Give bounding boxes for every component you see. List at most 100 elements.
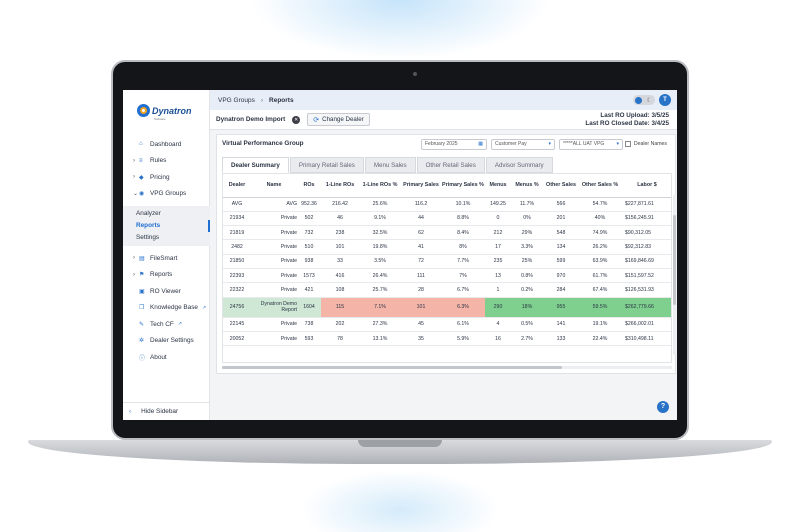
breadcrumb-vpg-groups[interactable]: VPG Groups bbox=[218, 96, 255, 104]
column-header[interactable]: Primary Sales % bbox=[441, 174, 485, 198]
sidebar-item-ro-viewer[interactable]: ▣ RO Viewer bbox=[123, 283, 210, 300]
table-cell: 0 bbox=[485, 211, 511, 227]
table-cell: 6.7% bbox=[441, 282, 485, 298]
sidebar-item-rules[interactable]: › ≡ Rules bbox=[123, 153, 210, 170]
table-row[interactable]: 21819 Private 732 238 32.5% 62 8.4% 212 29% 548 74… bbox=[223, 225, 671, 241]
upload-info: Last RO Upload: 3/5/25 Last RO Closed Da… bbox=[585, 112, 669, 128]
column-header[interactable]: 1-Line ROs bbox=[321, 174, 359, 198]
sidebar-item-label: FileSmart bbox=[150, 254, 178, 262]
close-icon[interactable]: ✕ bbox=[292, 115, 301, 124]
tab-advisor-summary[interactable]: Advisor Summary bbox=[485, 157, 553, 173]
table-cell: 10.1% bbox=[441, 197, 485, 212]
sidebar-item-label: Knowledge Base bbox=[150, 304, 198, 312]
sidebar-item-label: Rules bbox=[150, 157, 167, 165]
sidebar-item-reports-active[interactable]: Reports bbox=[123, 220, 210, 232]
vpg-value: *****ALL UAT VPG bbox=[563, 141, 605, 147]
sidebar-item-pricing[interactable]: › ◆ Pricing bbox=[123, 169, 210, 186]
hide-sidebar-button[interactable]: ‹ Hide Sidebar bbox=[123, 402, 210, 420]
table-cell: 16 bbox=[485, 331, 511, 347]
column-header[interactable]: Other Sales % bbox=[579, 174, 621, 198]
table-row[interactable]: 24756 Dynatron Demo Report 1604 115 7.1% 101 6… bbox=[223, 297, 671, 318]
table-cell: 46 bbox=[321, 211, 359, 227]
table-cell: 566 bbox=[543, 197, 579, 212]
table-cell: 13.1% bbox=[359, 331, 401, 347]
sidebar-item-about[interactable]: ⓘ About bbox=[123, 349, 210, 366]
table-cell: $92,312.83 bbox=[621, 239, 671, 255]
column-header[interactable]: Labor $ bbox=[621, 174, 671, 198]
change-dealer-button[interactable]: ⟳ Change Dealer bbox=[307, 113, 370, 126]
table-cell: $227,871.61 bbox=[621, 197, 671, 212]
table-row[interactable]: 20052 Private 593 78 13.1% 35 5.9% 16 2.7% 133 22.… bbox=[223, 331, 671, 347]
table-row[interactable]: 22393 Private 1573 416 26.4% 111 7% 13 0.8% 970 61… bbox=[223, 268, 671, 284]
table-cell: 0.8% bbox=[511, 268, 543, 284]
scroll-thumb[interactable] bbox=[673, 215, 676, 305]
home-icon: ⌂ bbox=[139, 141, 143, 148]
table-row[interactable]: 22145 Private 738 202 27.3% 45 6.1% 4 0.5% 141 19.… bbox=[223, 317, 671, 332]
table-row[interactable]: 22322 Private 421 108 25.7% 28 6.7% 1 0.2% 284 67.… bbox=[223, 282, 671, 298]
table-cell: 21850 bbox=[223, 254, 251, 269]
table-cell: Private bbox=[251, 225, 297, 241]
report-tabs: Dealer Summary Primary Retail Sales Menu… bbox=[222, 157, 554, 173]
table-cell: 54.7% bbox=[579, 197, 621, 212]
table-row[interactable]: 2482 Private 510 101 19.8% 41 8% 17 3.3% 134 26.2%… bbox=[223, 239, 671, 255]
table-cell: $90,312.05 bbox=[621, 225, 671, 241]
column-header[interactable]: Primary Sales bbox=[401, 174, 441, 198]
vpg-select[interactable]: *****ALL UAT VPG ▾ bbox=[559, 139, 623, 150]
dealer-names-label: Dealer Names bbox=[633, 141, 667, 147]
sidebar-item-analyzer[interactable]: Analyzer bbox=[136, 210, 161, 217]
table-cell: 18% bbox=[511, 297, 543, 318]
table-cell: 33 bbox=[321, 254, 359, 269]
table-cell: 955 bbox=[543, 297, 579, 318]
table-cell: Private bbox=[251, 317, 297, 332]
moon-icon: ☾ bbox=[646, 97, 652, 104]
info-icon: ⓘ bbox=[139, 355, 146, 362]
table-cell: 19.1% bbox=[579, 317, 621, 332]
dealer-names-checkbox[interactable]: Dealer Names bbox=[624, 141, 667, 147]
column-header[interactable]: Menus bbox=[485, 174, 511, 198]
sidebar-item-tech-cf[interactable]: ✎ Tech CF ↗ bbox=[123, 316, 210, 333]
table-row[interactable]: 21934 Private 502 46 9.1% 44 8.8% 0 0% 201 40% $156… bbox=[223, 211, 671, 227]
table-cell: $266,002.01 bbox=[621, 317, 671, 332]
book-icon: ❐ bbox=[139, 305, 145, 312]
month-filter[interactable]: February 2025 ▦ bbox=[421, 139, 487, 150]
calendar-icon: ▦ bbox=[478, 141, 483, 147]
pay-type-select[interactable]: Customer Pay ▾ bbox=[491, 139, 555, 150]
sidebar-item-vpg-groups[interactable]: ⌄ ◉ VPG Groups bbox=[123, 186, 210, 203]
table-row[interactable]: 21850 Private 938 33 3.5% 72 7.7% 235 25% 599 63.9… bbox=[223, 254, 671, 269]
sidebar-item-filesmart[interactable]: › ▤ FileSmart bbox=[123, 250, 210, 267]
table-cell: 26.2% bbox=[579, 239, 621, 255]
viewer-icon: ▣ bbox=[139, 288, 145, 295]
tab-menu-sales[interactable]: Menu Sales bbox=[364, 157, 416, 173]
scroll-thumb[interactable] bbox=[222, 366, 562, 369]
sidebar-item-dashboard[interactable]: ⌂ Dashboard bbox=[123, 136, 210, 153]
table-cell: 11.7% bbox=[511, 197, 543, 212]
table-row[interactable]: AVG AVG 952.36 216.42 25.6% 116.2 10.1% 149.25 1… bbox=[223, 197, 671, 212]
table-cell: 593 bbox=[297, 331, 321, 347]
horizontal-scrollbar[interactable] bbox=[222, 366, 672, 369]
table-cell: 59.5% bbox=[579, 297, 621, 318]
column-header[interactable]: Dealer bbox=[223, 174, 251, 198]
sidebar-item-knowledge-base[interactable]: ❐ Knowledge Base ↗ bbox=[123, 300, 210, 317]
sidebar-item-dealer-settings[interactable]: ✲ Dealer Settings bbox=[123, 333, 210, 350]
sun-icon bbox=[635, 96, 642, 104]
avatar[interactable]: T bbox=[659, 94, 671, 106]
month-filter-value: February 2025 bbox=[425, 141, 458, 147]
tab-primary-retail-sales[interactable]: Primary Retail Sales bbox=[289, 157, 364, 173]
column-header[interactable]: Menus % bbox=[511, 174, 543, 198]
column-header[interactable]: 1-Line ROs % bbox=[359, 174, 401, 198]
theme-toggle[interactable]: ☾ bbox=[633, 95, 655, 105]
logo[interactable]: Dynatron bbox=[137, 104, 192, 117]
column-header[interactable]: ROs bbox=[297, 174, 321, 198]
column-header[interactable]: Name bbox=[251, 174, 297, 198]
vertical-scrollbar[interactable] bbox=[673, 195, 676, 355]
table-cell: 3.5% bbox=[359, 254, 401, 269]
sidebar-item-reports[interactable]: › ⚑ Reports bbox=[123, 267, 210, 284]
tab-dealer-summary[interactable]: Dealer Summary bbox=[222, 157, 289, 173]
column-header[interactable]: Other Sales bbox=[543, 174, 579, 198]
help-icon[interactable]: ? bbox=[657, 401, 669, 413]
table-cell: Private bbox=[251, 211, 297, 227]
sidebar-item-label: Tech CF bbox=[150, 320, 174, 328]
table-cell: 25.7% bbox=[359, 282, 401, 298]
sidebar-item-settings[interactable]: Settings bbox=[136, 234, 160, 241]
tab-other-retail-sales[interactable]: Other Retail Sales bbox=[416, 157, 485, 173]
